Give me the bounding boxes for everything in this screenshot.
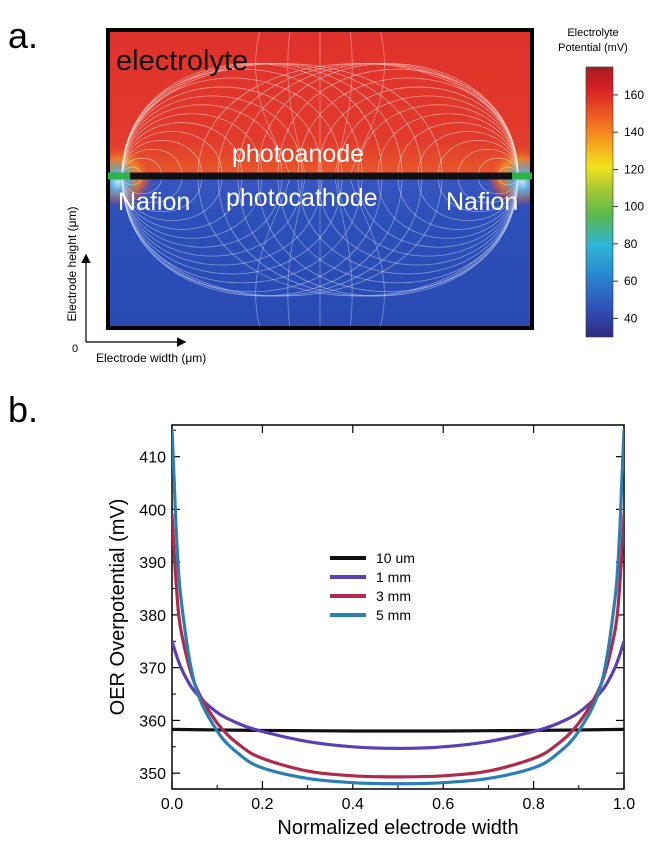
colorbar-ticks: 40 60 80 100 120 140 160 [613, 88, 644, 325]
label-nafion-left: Nafion [118, 188, 190, 216]
colorbar-tick-label: 160 [624, 88, 644, 102]
colorbar-tick-label: 40 [624, 311, 638, 325]
yaxis-label-a: Electrode height (μm) [65, 207, 79, 322]
label-photoanode: photoanode [232, 140, 364, 168]
field-line [317, 175, 519, 266]
y-tick-label: 380 [139, 608, 166, 625]
field-line [417, 175, 519, 221]
field-line [334, 175, 353, 328]
y-tick-label: 400 [139, 502, 166, 519]
series-line-1 [172, 727, 624, 733]
field-line [377, 175, 519, 239]
field-line [334, 30, 353, 177]
colorbar-tick-label: 120 [624, 162, 644, 176]
series-line-2 [172, 639, 624, 750]
legend-entry: 5 mm [376, 607, 411, 623]
field-line [349, 175, 385, 328]
field-line [417, 131, 519, 177]
series-line-4 [172, 428, 624, 786]
xaxis-label-a: Electrode width (μm) [96, 351, 206, 365]
heatmap-field [108, 30, 532, 328]
origin-label: 0 [72, 343, 78, 355]
field-line [121, 148, 183, 177]
colorbar-tick-label: 140 [624, 125, 644, 139]
field-line [377, 113, 519, 177]
x-tick-label: 1.0 [613, 796, 635, 813]
field-line [121, 157, 163, 177]
label-nafion-right: Nafion [446, 188, 518, 216]
field-line [477, 175, 519, 195]
x-tick-label: 0.8 [522, 796, 544, 813]
colorbar-tick-label: 100 [624, 200, 644, 214]
panel-a-label: a. [8, 15, 38, 56]
field-line [121, 175, 263, 239]
legend: 10 um 1 mm 3 mm 5 mm [330, 550, 415, 623]
field-line [197, 63, 519, 177]
legend-entry: 10 um [376, 550, 415, 566]
series-lines [172, 428, 624, 786]
y-tick-label: 350 [139, 766, 166, 783]
y-tick-label: 390 [139, 555, 166, 572]
field-line [197, 175, 519, 297]
colorbar-title-line2: Potential (mV) [558, 42, 628, 54]
panel-b-label: b. [8, 389, 38, 430]
field-line [297, 175, 519, 275]
y-tick-label: 360 [139, 713, 166, 730]
colorbar [585, 66, 614, 338]
field-line [317, 86, 519, 177]
heatmap-bottom-region [108, 176, 532, 328]
field-line [477, 157, 519, 177]
axis-ticks: 0.0 0.2 0.4 0.6 0.8 1.0 350 360 370 380 390 400 410 [139, 425, 635, 813]
field-line [397, 175, 519, 230]
field-line [121, 175, 343, 275]
field-line [287, 30, 306, 177]
legend-entry: 3 mm [376, 588, 411, 604]
heatmap-top-region [108, 30, 532, 176]
x-tick-label: 0.6 [432, 796, 454, 813]
label-electrolyte: electrolyte [116, 45, 248, 77]
field-line [457, 175, 519, 204]
field-line [121, 113, 263, 177]
field-line [457, 148, 519, 177]
legend-entry: 1 mm [376, 569, 411, 585]
field-line [121, 175, 243, 230]
field-line [121, 175, 183, 204]
field-line [121, 139, 203, 177]
field-line [121, 63, 443, 177]
label-photocathode: photocathode [226, 184, 378, 212]
field-line [121, 175, 223, 221]
field-line [255, 175, 291, 328]
field-line [121, 175, 163, 195]
x-tick-label: 0.4 [342, 796, 364, 813]
field-line [121, 131, 223, 177]
field-line [437, 139, 519, 177]
field-line [121, 86, 323, 177]
field-line [121, 175, 323, 266]
field-line [349, 30, 385, 177]
y-tick-label: 410 [139, 450, 166, 467]
yaxis-label-b: OER Overpotential (mV) [107, 499, 129, 716]
x-tick-label: 0.0 [161, 796, 183, 813]
colorbar-title-line1: Electrolyte [567, 27, 618, 39]
xaxis-label-b: Normalized electrode width [277, 817, 518, 839]
field-line [397, 122, 519, 177]
field-line [287, 175, 306, 328]
x-tick-label: 0.2 [251, 796, 273, 813]
y-tick-label: 370 [139, 661, 166, 678]
colorbar-tick-label: 80 [624, 237, 638, 251]
colorbar-tick-label: 60 [624, 274, 638, 288]
field-line [255, 30, 291, 177]
field-line [121, 122, 243, 177]
field-line [121, 175, 443, 297]
